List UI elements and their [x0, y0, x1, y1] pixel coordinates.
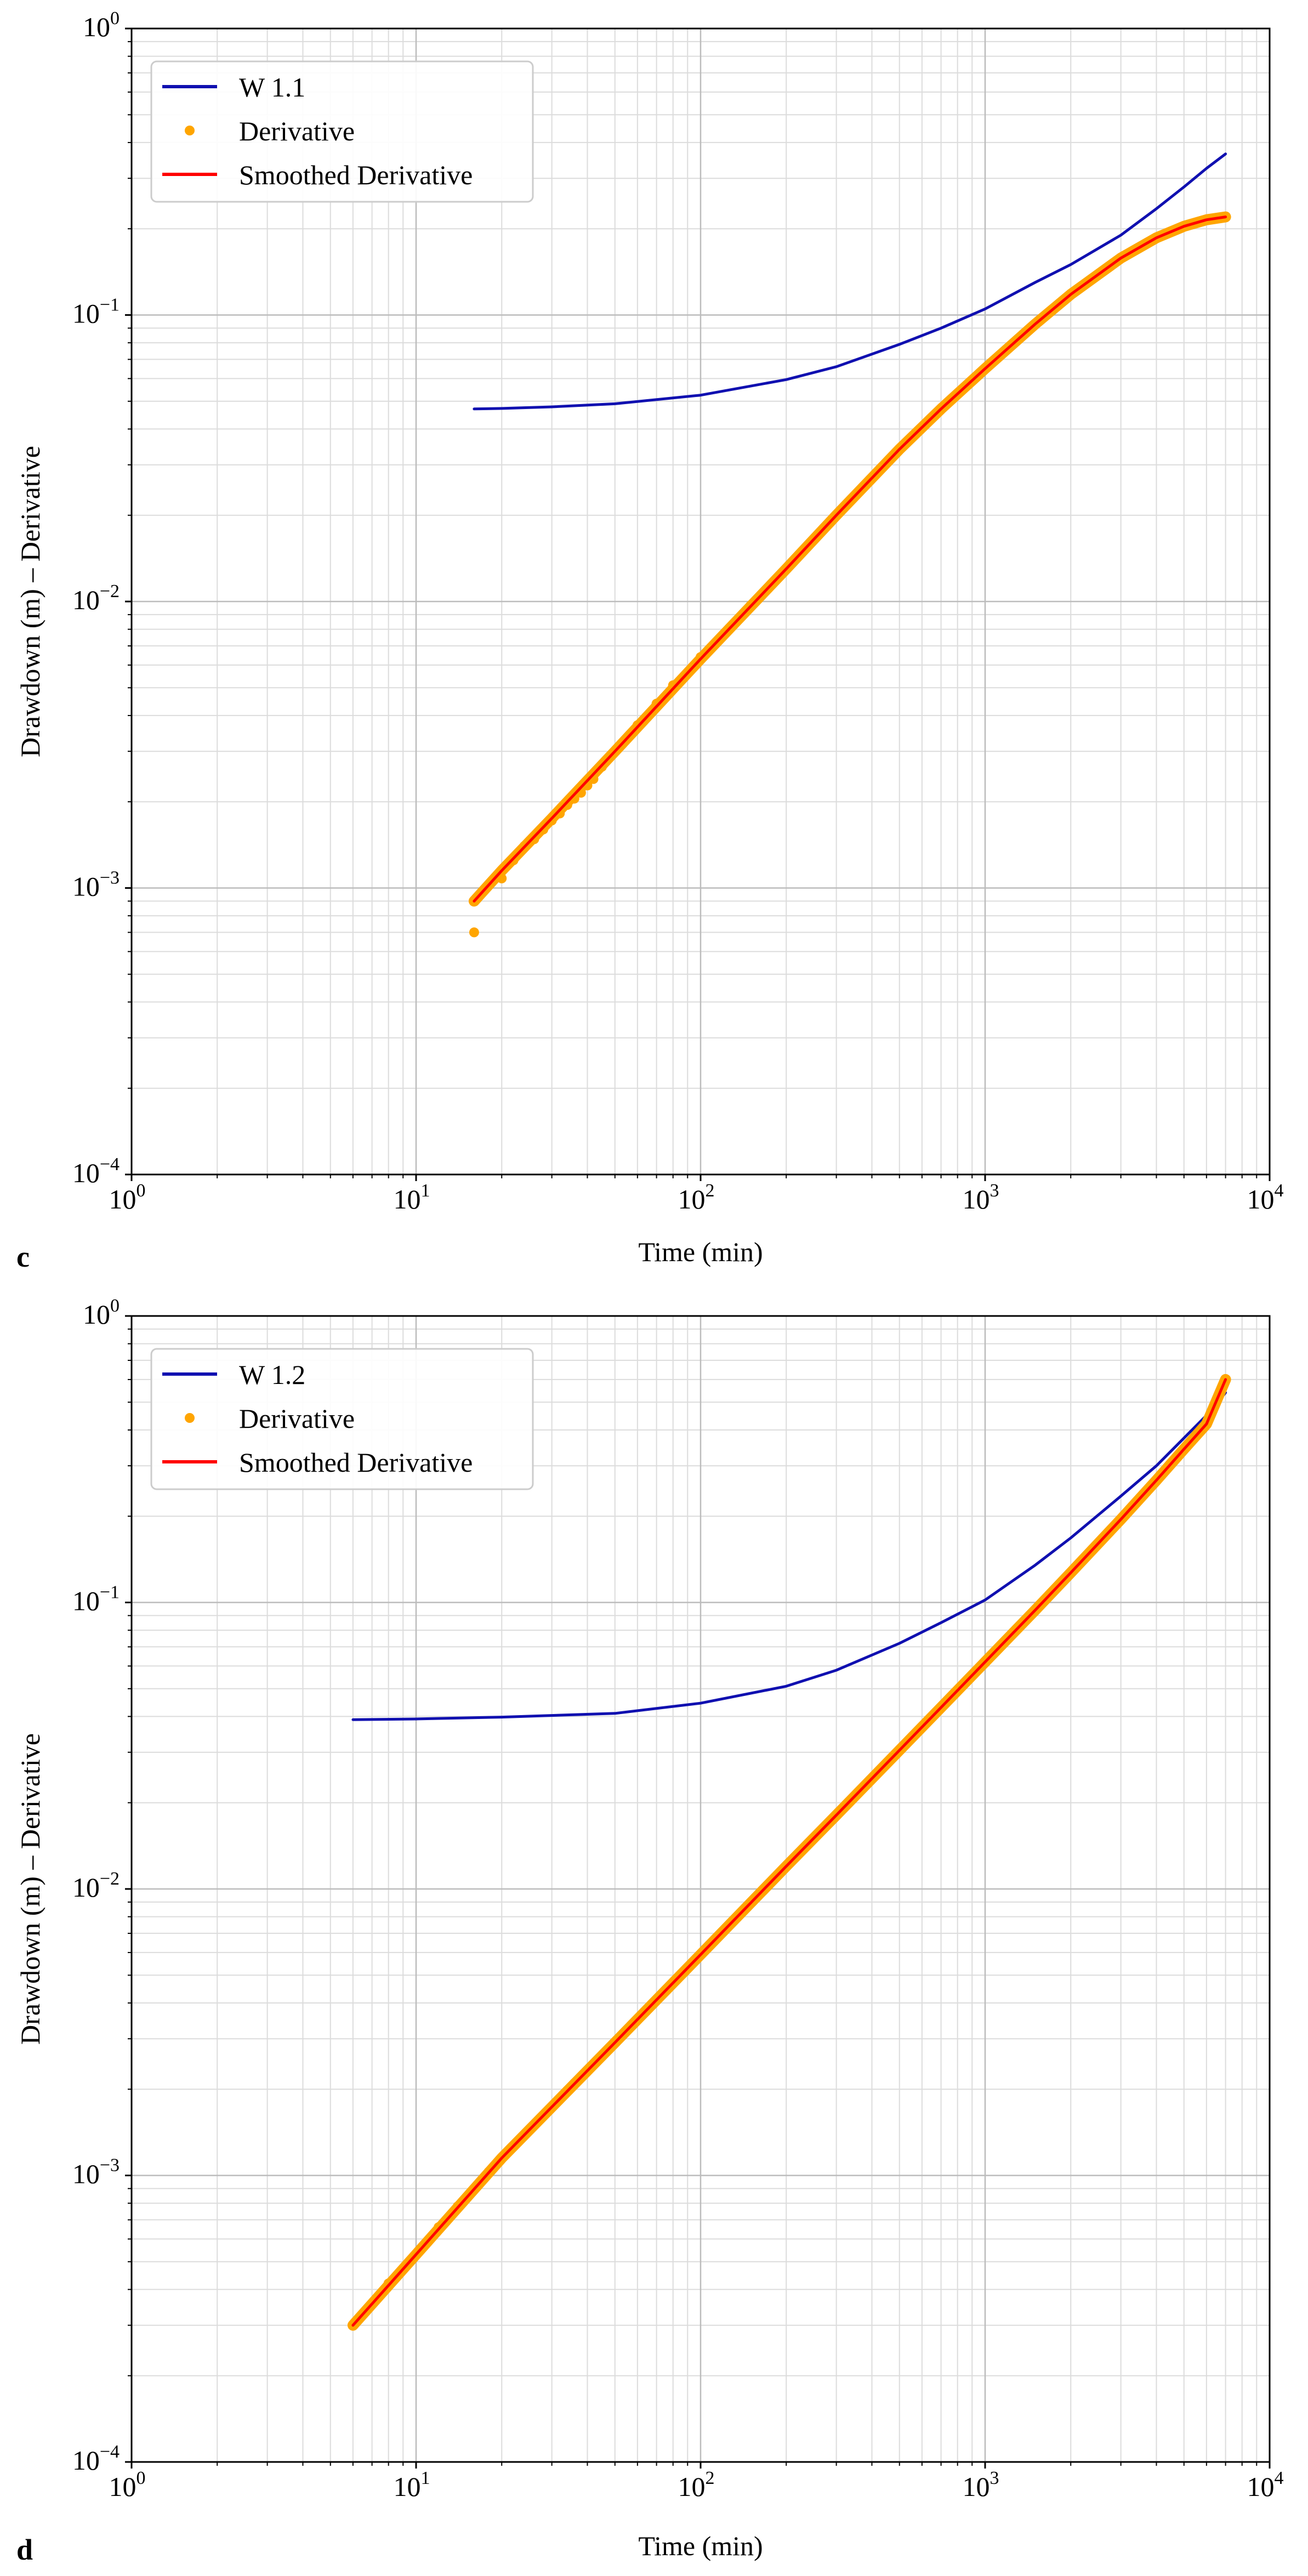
x-tick-label-base: 10: [394, 1184, 421, 1215]
x-tick-label: 102: [678, 2468, 715, 2502]
x-tick-label-exponent: 3: [990, 2468, 999, 2488]
legend-label: Smoothed Derivative: [239, 160, 473, 190]
y-tick-label: 10−4: [72, 2442, 120, 2476]
data-layer: [468, 152, 1231, 938]
y-tick-label-exponent: 0: [110, 1296, 120, 1316]
x-tick-label-exponent: 4: [1275, 2468, 1284, 2488]
y-axis-label: Drawdown (m) – Derivative: [15, 446, 46, 757]
y-tick-label: 10−2: [72, 581, 120, 615]
x-tick-label-exponent: 2: [706, 1181, 715, 1201]
x-tick-label-exponent: 0: [137, 1181, 146, 1201]
legend-swatch-point: [185, 1413, 195, 1423]
x-tick-label: 103: [963, 1181, 999, 1215]
grid: [130, 1315, 1271, 2463]
y-tick-label-base: 10: [72, 1586, 100, 1616]
y-tick-label-base: 10: [72, 298, 100, 329]
x-tick-label-exponent: 0: [137, 2468, 146, 2488]
x-tick-label-base: 10: [678, 2471, 706, 2502]
y-tick-label-base: 10: [72, 1158, 100, 1188]
x-tick-label: 102: [678, 1181, 715, 1215]
derivative-point: [529, 834, 539, 844]
legend-label: W 1.2: [239, 1359, 305, 1390]
legend-label: Derivative: [239, 1403, 355, 1434]
series-line-W-1.2: [351, 1391, 1227, 1721]
legend: W 1.1 Derivative Smoothed Derivative: [150, 60, 534, 203]
legend-label: Derivative: [239, 116, 355, 146]
x-tick-label: 104: [1247, 2468, 1284, 2502]
legend-label: W 1.1: [239, 72, 305, 103]
y-tick-label: 100: [83, 8, 120, 42]
x-tick-label-base: 10: [1247, 1184, 1275, 1215]
derivative-point: [547, 815, 557, 826]
x-tick-label: 101: [394, 2468, 430, 2502]
x-tick-label-base: 10: [394, 2471, 421, 2502]
y-tick-label: 10−2: [72, 1869, 120, 1903]
x-tick-label-exponent: 1: [421, 2468, 430, 2488]
y-tick-label-base: 10: [83, 12, 110, 42]
y-tick-label-exponent: −3: [100, 868, 120, 888]
derivative-point: [469, 927, 479, 938]
series-line-smoothed-derivative: [473, 215, 1227, 903]
panel-label: c: [16, 1240, 30, 1273]
y-tick-label-exponent: −4: [100, 2442, 120, 2462]
y-tick-label-exponent: −2: [100, 1869, 120, 1889]
legend-box: [150, 60, 534, 203]
y-tick-label-base: 10: [72, 871, 100, 902]
series-line-W-1.1: [473, 152, 1227, 411]
y-tick-label-base: 10: [72, 585, 100, 615]
x-tick-label: 100: [109, 2468, 146, 2502]
x-axis-label: Time (min): [638, 2530, 763, 2561]
x-tick-label: 103: [963, 2468, 999, 2502]
x-tick-label-base: 10: [678, 1184, 706, 1215]
x-tick-label-exponent: 1: [421, 1181, 430, 1201]
y-tick-label: 100: [83, 1296, 120, 1330]
derivative-point: [562, 800, 572, 810]
y-tick-label-base: 10: [72, 2445, 100, 2476]
x-tick-label: 100: [109, 1181, 146, 1215]
y-tick-label: 10−3: [72, 868, 120, 902]
x-tick-label-base: 10: [963, 2471, 990, 2502]
y-tick-label-exponent: 0: [110, 8, 120, 29]
series-line-smoothed-derivative: [351, 1378, 1227, 2327]
legend: W 1.2 Derivative Smoothed Derivative: [150, 1348, 534, 1490]
y-tick-label: 10−4: [72, 1154, 120, 1188]
x-tick-label-base: 10: [109, 2471, 137, 2502]
x-tick-label-exponent: 3: [990, 1181, 999, 1201]
legend-box: [150, 1348, 534, 1490]
x-tick-label-base: 10: [109, 1184, 137, 1215]
y-tick-label-base: 10: [72, 1872, 100, 1903]
panel-label: d: [16, 2533, 33, 2566]
legend-label: Smoothed Derivative: [239, 1447, 473, 1478]
x-axis-label: Time (min): [638, 1236, 763, 1267]
y-axis-label: Drawdown (m) – Derivative: [15, 1733, 46, 2045]
x-tick-label: 104: [1247, 1181, 1284, 1215]
derivative-point: [651, 699, 662, 709]
y-tick-label: 10−1: [72, 295, 120, 329]
derivative-point: [538, 824, 549, 835]
y-tick-label: 10−3: [72, 2155, 120, 2189]
x-tick-label: 101: [394, 1181, 430, 1215]
y-tick-label-exponent: −2: [100, 581, 120, 602]
data-layer: [347, 1374, 1231, 2331]
y-tick-label-exponent: −1: [100, 1582, 120, 1603]
x-tick-label-base: 10: [1247, 2471, 1275, 2502]
y-tick-label-exponent: −4: [100, 1154, 120, 1174]
y-tick-label: 10−1: [72, 1582, 120, 1616]
y-tick-label-exponent: −1: [100, 295, 120, 315]
y-tick-label-base: 10: [83, 1299, 110, 1330]
derivative-point: [497, 873, 507, 883]
y-tick-label-base: 10: [72, 2159, 100, 2189]
x-tick-label-exponent: 4: [1275, 1181, 1284, 1201]
y-tick-label-exponent: −3: [100, 2155, 120, 2176]
x-tick-label-exponent: 2: [706, 2468, 715, 2488]
x-tick-label-base: 10: [963, 1184, 990, 1215]
legend-swatch-point: [185, 126, 195, 135]
